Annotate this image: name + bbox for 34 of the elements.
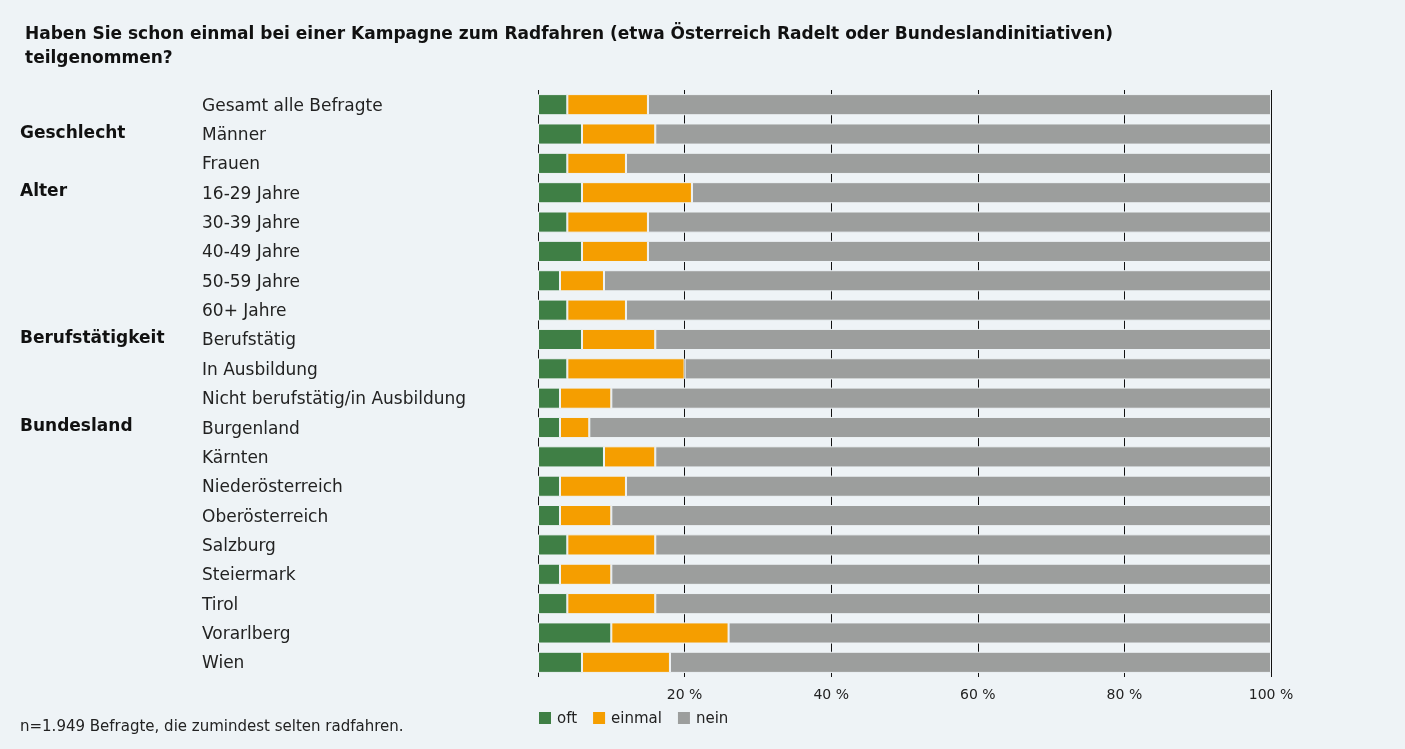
y-tick-label: Vorarlberg — [202, 622, 291, 643]
legend-label: nein — [695, 709, 729, 727]
text: Geschlecht — [20, 121, 126, 142]
chart-title: Haben Sie schon einmal bei einer Kampagne zum Radfahren (etwa Österreich Radelt oder Bundeslandinitiativen) teilgenommen? — [25, 22, 1119, 67]
y-tick-label: Nicht berufstätig/in Ausbildung — [202, 388, 467, 409]
y-tick-label: Burgenland — [202, 417, 300, 438]
text: Alter — [20, 180, 68, 201]
x-tick-label: 80 % — [1106, 686, 1143, 702]
y-tick-label: Oberösterreich — [202, 505, 329, 526]
legend-label: oft — [557, 709, 578, 727]
y-tick-label: 30-39 Jahre — [202, 212, 301, 233]
y-tick-label: Frauen — [202, 153, 260, 174]
y-tick-label: 16-29 Jahre — [202, 182, 301, 203]
y-tick-label: 50-59 Jahre — [202, 270, 301, 291]
y-tick-label: 60+ Jahre — [202, 300, 287, 321]
y-tick-label: Salzburg — [202, 534, 276, 555]
y-tick-label: In Ausbildung — [202, 358, 318, 379]
y-tick-label: Wien — [202, 652, 245, 673]
y-tick-label: Berufstätig — [202, 329, 296, 350]
x-tick-label: 20 % — [666, 686, 703, 702]
y-tick-label: Tirol — [201, 593, 239, 614]
y-tick-label: Gesamt alle Befragte — [202, 94, 383, 115]
text: Bundesland — [20, 415, 133, 436]
text: Berufstätigkeit — [20, 326, 165, 347]
x-tick-label: 100 % — [1248, 686, 1294, 702]
x-tick-label: 40 % — [813, 686, 849, 702]
y-tick-label: Niederösterreich — [202, 476, 343, 497]
text: n=1.949 Befragte, die zumindest selten radfahren. — [20, 716, 404, 735]
legend-label: einmal — [611, 709, 662, 727]
y-tick-label: Kärnten — [202, 446, 269, 467]
x-tick-label: 60 % — [960, 686, 996, 702]
y-tick-label: 40-49 Jahre — [202, 241, 301, 262]
y-tick-label: Steiermark — [202, 564, 296, 585]
y-tick-label: Männer — [202, 124, 267, 145]
